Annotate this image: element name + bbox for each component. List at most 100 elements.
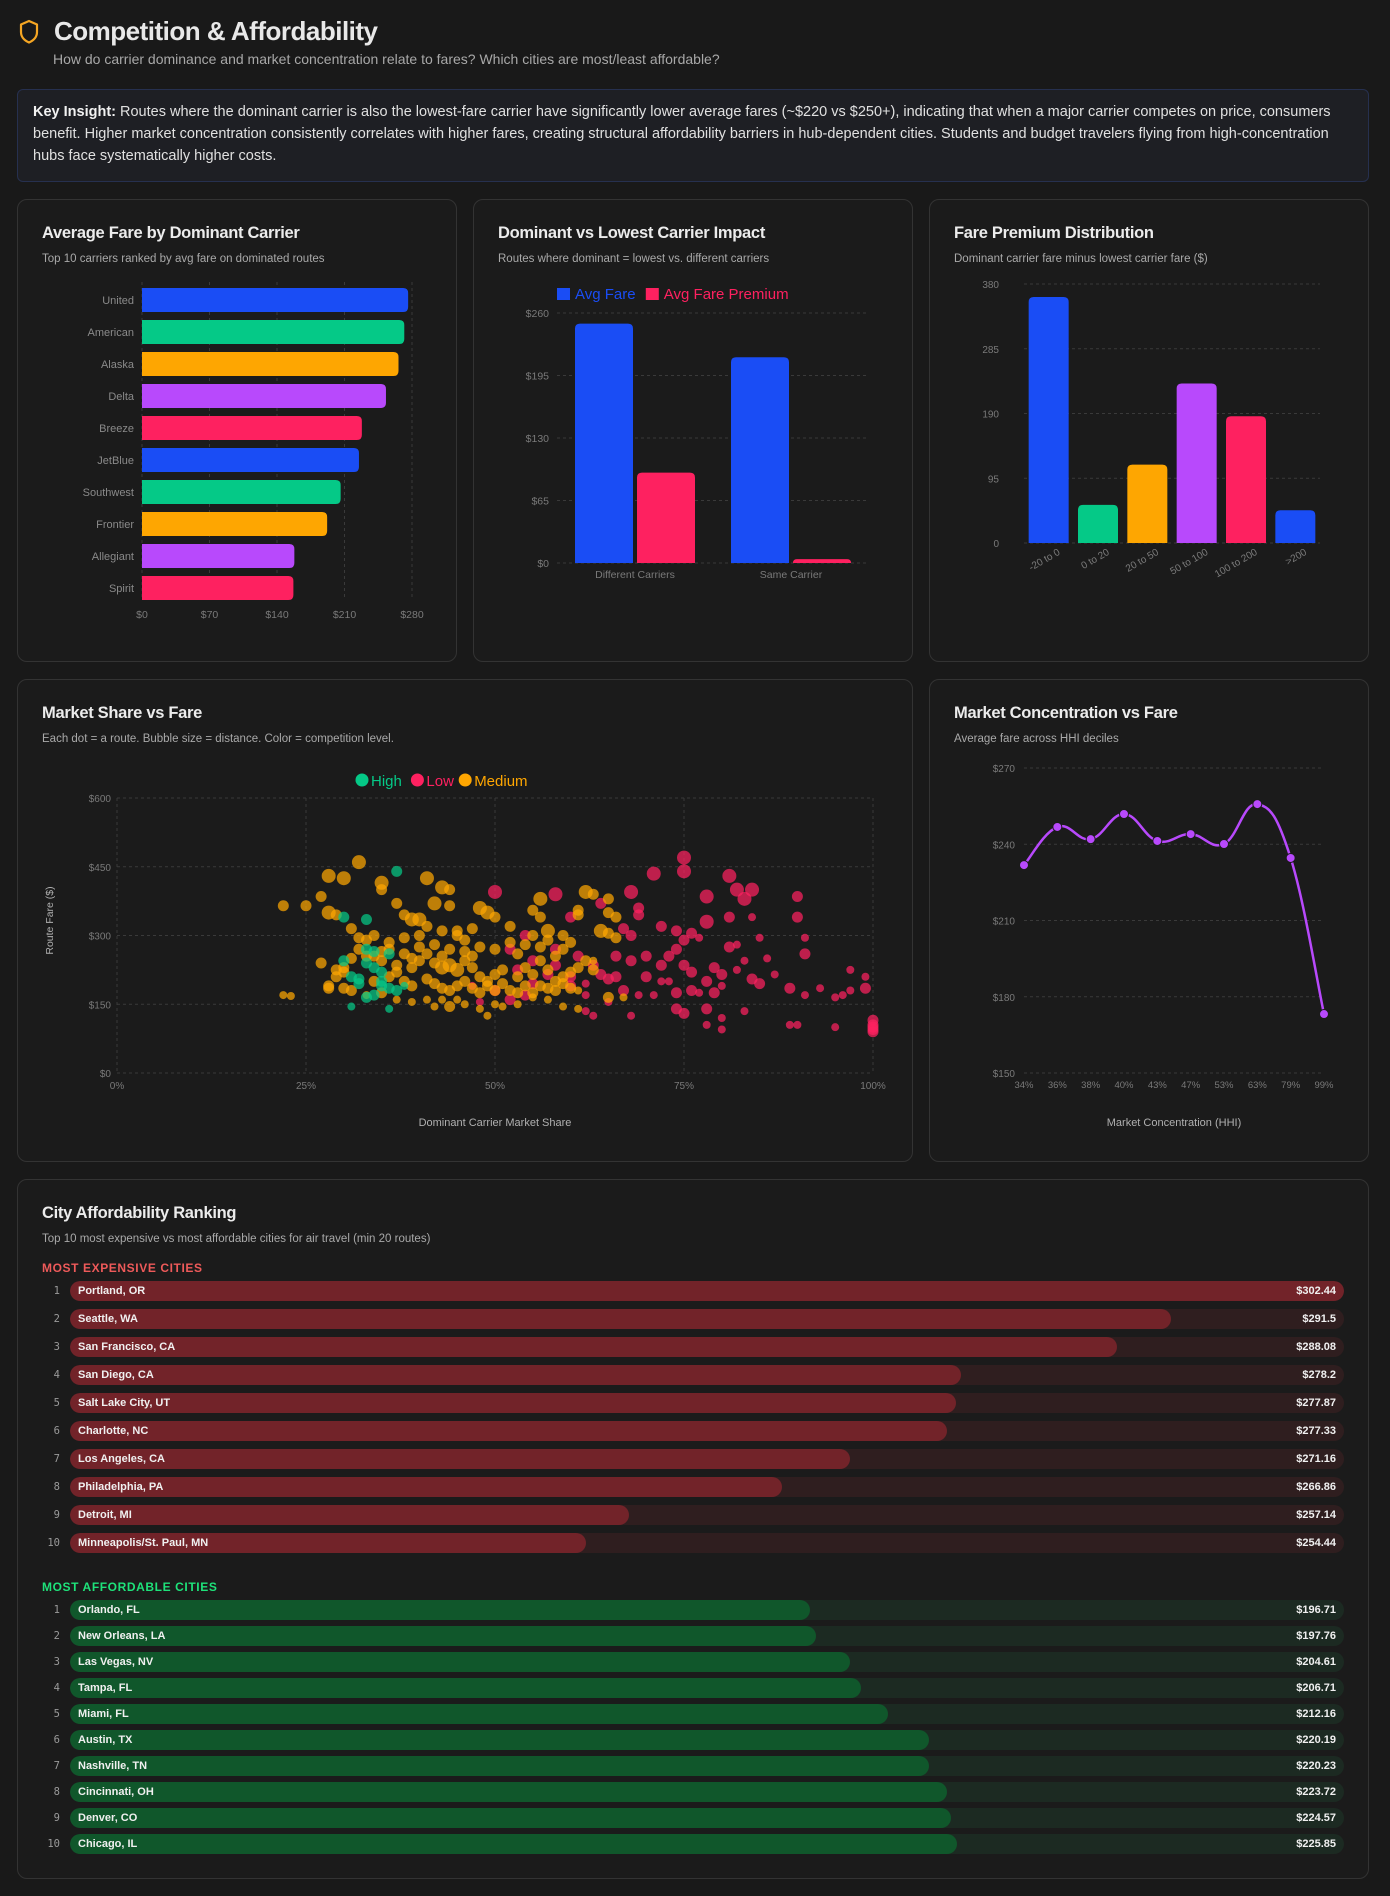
x-tick-label: 100 to 200: [1213, 547, 1260, 580]
city-bar-track: Orlando, FL $196.71: [70, 1600, 1344, 1620]
scatter-point-medium: [406, 962, 418, 974]
bar: [142, 320, 405, 344]
concentration-line-chart: $150 $180 $210 $240 $270 34% 36% 38% 40% 43% 47% 53…: [993, 764, 1334, 1129]
scatter-point-low: [716, 968, 728, 980]
scatter-point-low: [624, 884, 639, 899]
city-fare-value: $277.33: [1296, 1425, 1336, 1437]
category-label: Spirit: [109, 583, 134, 595]
scatter-point-low: [475, 997, 484, 1006]
city-row: 10 Chicago, IL $225.85: [38, 1834, 1344, 1854]
scatter-point-medium: [436, 950, 448, 962]
city-name: Portland, OR: [78, 1285, 146, 1297]
city-bar-track: Detroit, MI $257.14: [70, 1505, 1344, 1525]
city-fare-value: $288.08: [1296, 1341, 1336, 1353]
scatter-point-medium: [491, 1000, 499, 1009]
y-tick-label: $600: [89, 794, 112, 805]
x-tick-label: 0%: [110, 1081, 125, 1092]
city-rank: 8: [53, 1481, 60, 1493]
city-rank: 8: [53, 1786, 60, 1798]
city-rank: 4: [53, 1369, 60, 1381]
scatter-point-medium: [602, 893, 614, 905]
city-fare-value: $271.16: [1296, 1453, 1336, 1465]
y-tick-label: $195: [526, 371, 550, 383]
scatter-point-low: [723, 911, 735, 923]
city-fare-value: $254.44: [1296, 1537, 1336, 1549]
scatter-point-medium: [610, 911, 622, 923]
scatter-point-low: [708, 987, 720, 999]
scatter-point-low: [816, 984, 825, 993]
scatter-point-low: [699, 889, 714, 904]
scatter-point-medium: [527, 968, 539, 980]
scatter-point-low: [581, 991, 590, 1000]
scatter-point-high: [376, 966, 388, 978]
scatter-point-medium: [565, 982, 577, 994]
bar: [1226, 416, 1266, 543]
scatter-point-low: [717, 1014, 726, 1022]
y-tick-label: $260: [526, 308, 550, 320]
scatter-point-high: [338, 911, 350, 923]
scatter-point-medium: [460, 1000, 469, 1009]
scatter-point-medium: [512, 971, 524, 983]
city-subtitle: Top 10 most expensive vs most affordable…: [42, 1233, 431, 1245]
legend-label: Avg Fare Premium: [664, 286, 789, 303]
x-tick-label: 99%: [1314, 1080, 1334, 1091]
scatter-point-medium: [444, 943, 456, 955]
scatter-point-medium: [549, 985, 561, 996]
scatter-point-medium: [557, 930, 569, 941]
line-point: [1052, 821, 1063, 832]
line-point: [1285, 852, 1296, 863]
scatter-point-medium: [527, 930, 539, 941]
legend-label: Avg Fare: [575, 286, 636, 303]
scatter-point-medium: [519, 980, 531, 992]
legend-label: High: [371, 773, 402, 790]
scatter-point-low: [504, 994, 516, 1006]
city-bar-track: Nashville, TN $220.23: [70, 1756, 1344, 1776]
market-share-scatter-card: Market Share vs Fare Each dot = a route.…: [17, 679, 913, 1162]
city-row: 3 San Francisco, CA $288.08: [38, 1337, 1344, 1357]
x-tick-label: 40%: [1114, 1080, 1134, 1091]
scatter-point-medium: [451, 925, 463, 937]
scatter-point-low: [701, 1003, 713, 1015]
scatter-point-medium: [279, 991, 288, 1000]
scatter-point-medium: [519, 939, 531, 951]
scatter-point-medium: [534, 941, 546, 953]
bar: [142, 384, 386, 408]
city-rank: 1: [53, 1604, 60, 1616]
scatter-point-low: [657, 977, 666, 986]
scatter-point-medium: [345, 923, 357, 935]
x-tick-label: 25%: [296, 1081, 316, 1092]
scatter-point-medium: [421, 948, 433, 960]
scatter-point-medium: [330, 971, 342, 983]
city-row: 4 San Diego, CA $278.2: [38, 1365, 1344, 1385]
scatter-point-low: [699, 914, 714, 929]
scatter-point-medium: [398, 932, 410, 944]
city-name: Nashville, TN: [78, 1760, 148, 1772]
scatter-point-medium: [527, 904, 539, 916]
scatter-point-medium: [574, 986, 583, 995]
bar: [142, 448, 359, 472]
x-tick-label: 36%: [1048, 1080, 1068, 1091]
scatter-point-medium: [589, 956, 598, 965]
city-fare-value: $212.16: [1296, 1708, 1336, 1720]
city-row: 6 Austin, TX $220.19: [38, 1730, 1344, 1750]
carrier-bar-chart: $0 $70 $140 $210 $280 United American Alaska Del…: [83, 282, 424, 621]
scatter-point-medium: [497, 978, 509, 990]
scatter-point-medium: [472, 901, 487, 915]
scatter-point-low: [625, 930, 637, 941]
scatter-point-medium: [512, 948, 524, 960]
city-rank: 5: [53, 1397, 60, 1409]
city-bar-track: Los Angeles, CA $271.16: [70, 1449, 1344, 1469]
scatter-point-medium: [466, 950, 478, 962]
scatter-point-medium: [504, 936, 516, 948]
city-name: Orlando, FL: [78, 1604, 140, 1616]
city-fare-value: $277.87: [1296, 1397, 1336, 1409]
scatter-point-low: [581, 979, 590, 988]
scatter-point-medium: [398, 948, 410, 960]
y-tick-label: $150: [993, 1069, 1016, 1080]
scatter-point-low: [791, 911, 803, 923]
scatter-point-medium: [453, 995, 462, 1004]
legend-swatch: [645, 288, 659, 300]
city-bar-track: Las Vegas, NV $204.61: [70, 1652, 1344, 1672]
scatter-point-low: [859, 982, 871, 994]
bar: [1176, 383, 1217, 543]
